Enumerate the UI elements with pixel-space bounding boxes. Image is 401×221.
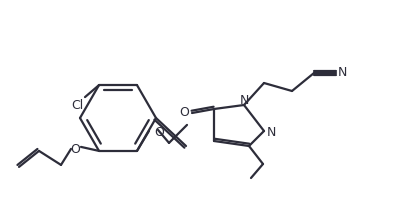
Text: N: N <box>265 126 275 139</box>
Text: O: O <box>178 107 188 120</box>
Text: O: O <box>154 126 164 139</box>
Text: N: N <box>239 93 248 107</box>
Text: O: O <box>70 143 80 156</box>
Text: N: N <box>336 67 346 80</box>
Text: Cl: Cl <box>71 99 83 112</box>
